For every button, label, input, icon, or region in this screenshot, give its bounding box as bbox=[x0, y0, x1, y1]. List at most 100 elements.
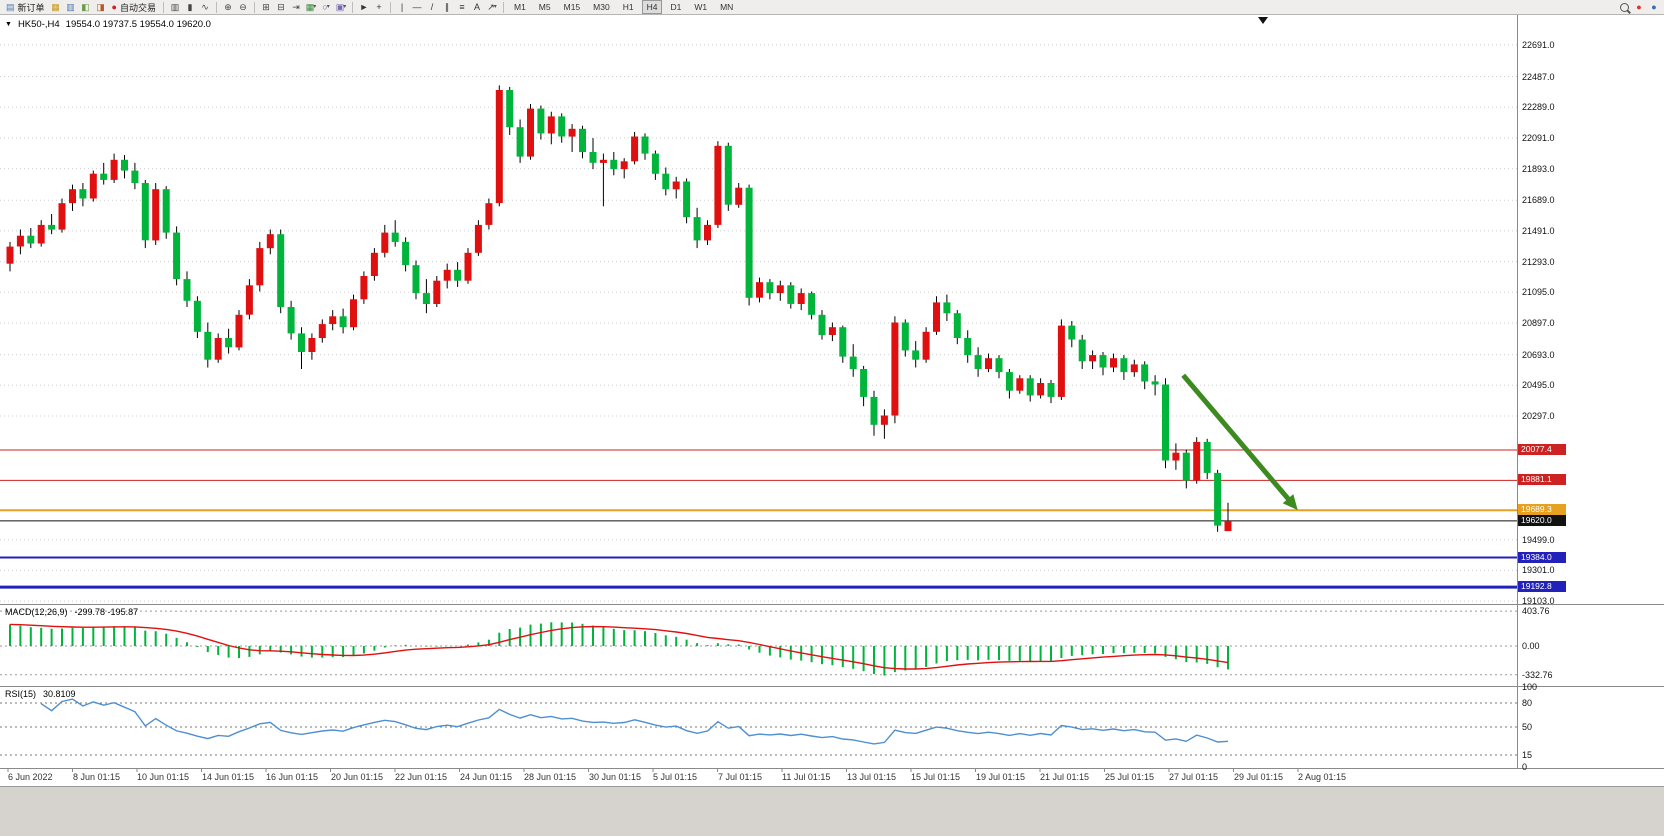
symbol-period-label: HK50-,H4 bbox=[17, 19, 60, 30]
price-label: 20897.0 bbox=[1522, 318, 1555, 328]
macd-scale-label: 0.00 bbox=[1522, 641, 1540, 651]
zoom-in-icon[interactable]: ⊕ bbox=[224, 1, 232, 12]
time-label: 13 Jul 01:15 bbox=[847, 772, 897, 782]
new-order-button[interactable]: ▤ 新订单 bbox=[6, 1, 45, 13]
crosshair-icon[interactable]: + bbox=[376, 1, 382, 12]
tile-windows-icon[interactable]: ⊞ bbox=[262, 1, 270, 12]
rsi-indicator-label: RSI(15) 30.8109 bbox=[5, 689, 76, 699]
community-icon[interactable]: ● bbox=[1651, 1, 1657, 12]
ohlc-values: 19554.0 19737.5 19554.0 19620.0 bbox=[65, 19, 211, 30]
profiles-icon[interactable]: ○ ▾ bbox=[322, 1, 330, 12]
snapshot-icon[interactable]: ▣ ▾ bbox=[335, 1, 347, 12]
dropdown-caret-icon: ▾ bbox=[493, 3, 497, 10]
price-level-badge: 19689.3 bbox=[1518, 504, 1566, 515]
trendline-icon[interactable]: / bbox=[430, 1, 434, 12]
time-label: 21 Jul 01:15 bbox=[1040, 772, 1090, 782]
macd-histogram bbox=[9, 622, 1229, 676]
dropdown-caret-icon: ▾ bbox=[343, 3, 347, 10]
trend-arrow[interactable] bbox=[1181, 373, 1298, 511]
time-label: 6 Jun 2022 bbox=[8, 772, 53, 782]
rsi-scale-label: 100 bbox=[1522, 682, 1538, 692]
price-label: 22289.0 bbox=[1522, 102, 1555, 112]
price-label: 22487.0 bbox=[1522, 72, 1555, 82]
chart-title: ▼ HK50-,H4 19554.0 19737.5 19554.0 19620… bbox=[5, 19, 211, 30]
new-order-button-icon: ▤ bbox=[6, 1, 15, 12]
rsi-scale-label: 0 bbox=[1522, 762, 1528, 772]
price-label: 21893.0 bbox=[1522, 164, 1555, 174]
timeframe-mn-button[interactable]: MN bbox=[720, 2, 734, 12]
rsi-scale-label: 50 bbox=[1522, 722, 1533, 732]
toolbar-separator bbox=[162, 1, 164, 13]
price-label: 22091.0 bbox=[1522, 133, 1555, 143]
time-axis[interactable]: 6 Jun 2022 8 Jun 01:15 10 Jun 01:15 14 Jun … bbox=[0, 769, 1517, 786]
toolbar-separator bbox=[253, 1, 255, 13]
text-label-icon[interactable]: A bbox=[473, 1, 480, 12]
chart-window-icon[interactable]: ▦ bbox=[51, 1, 60, 12]
toolbar-separator bbox=[502, 1, 504, 13]
zoom-out-icon[interactable]: ⊖ bbox=[239, 1, 247, 12]
line-chart-icon[interactable]: ∿ bbox=[201, 1, 209, 12]
price-label: 22691.0 bbox=[1522, 40, 1555, 50]
rsi-scale-label: 80 bbox=[1522, 698, 1533, 708]
time-label: 5 Jul 01:15 bbox=[653, 772, 698, 782]
timeframe-m15-button[interactable]: M15 bbox=[563, 2, 581, 12]
candlestick-chart-icon[interactable]: ▮ bbox=[187, 1, 193, 12]
price-label: 19301.0 bbox=[1522, 565, 1555, 575]
timeframe-h1-button[interactable]: H1 bbox=[622, 2, 634, 12]
macd-name: MACD(12,26,9) bbox=[5, 607, 68, 617]
price-level-badge: 19881.1 bbox=[1518, 474, 1566, 485]
timeframe-m30-button[interactable]: M30 bbox=[593, 2, 610, 12]
toolbar-separator bbox=[215, 1, 217, 13]
bar-chart-icon[interactable]: ▥ bbox=[170, 1, 180, 12]
new-chart-icon[interactable]: ▦ ▾ bbox=[305, 1, 317, 12]
timeframe-w1-button[interactable]: W1 bbox=[694, 2, 708, 12]
time-label: 27 Jul 01:15 bbox=[1169, 772, 1219, 782]
price-label: 19103.0 bbox=[1522, 596, 1555, 606]
notification-icon[interactable]: ● bbox=[1636, 1, 1642, 12]
time-label: 14 Jun 01:15 bbox=[202, 772, 255, 782]
macd-scale-label: 403.76 bbox=[1522, 606, 1550, 616]
time-label: 22 Jun 01:15 bbox=[395, 772, 448, 782]
auto-arrange-icon[interactable]: ⊟ bbox=[277, 1, 285, 12]
time-label: 10 Jun 01:15 bbox=[137, 772, 190, 782]
time-label: 24 Jun 01:15 bbox=[460, 772, 513, 782]
fibonacci-icon[interactable]: ≡ bbox=[459, 1, 465, 12]
chart-shift-marker[interactable] bbox=[1258, 17, 1268, 24]
price-level-badge: 19192.8 bbox=[1518, 581, 1566, 592]
price-level-badge: 20077.4 bbox=[1518, 444, 1566, 455]
horizontal-line-icon[interactable]: — bbox=[412, 1, 422, 12]
autotrading-button[interactable]: ● 自动交易 bbox=[111, 1, 156, 13]
price-label: 21689.0 bbox=[1522, 195, 1555, 205]
price-label: 21095.0 bbox=[1522, 287, 1555, 297]
time-label: 19 Jul 01:15 bbox=[976, 772, 1026, 782]
timeframe-m1-button[interactable]: M1 bbox=[513, 2, 526, 12]
arrows-tool-icon[interactable]: ↗ ▾ bbox=[487, 1, 497, 12]
collapse-arrow-icon[interactable]: ▼ bbox=[5, 21, 12, 28]
price-label: 21293.0 bbox=[1522, 257, 1555, 267]
dropdown-caret-icon: ▾ bbox=[313, 3, 317, 10]
timeframe-h4-button[interactable]: H4 bbox=[641, 0, 663, 14]
search-icon[interactable] bbox=[1617, 1, 1631, 14]
toolbar-separator bbox=[389, 1, 391, 13]
time-label: 8 Jun 01:15 bbox=[73, 772, 121, 782]
time-label: 16 Jun 01:15 bbox=[266, 772, 319, 782]
vertical-line-icon[interactable]: | bbox=[400, 1, 404, 12]
navigator-icon[interactable]: ◧ bbox=[81, 1, 90, 12]
price-level-badge: 19384.0 bbox=[1518, 552, 1566, 563]
macd-signal-line bbox=[9, 623, 1229, 670]
equidistant-channel-icon[interactable]: ∥ bbox=[444, 1, 450, 12]
macd-indicator-label: MACD(12,26,9) -299.78 -195.87 bbox=[5, 607, 138, 617]
price-axis[interactable]: 22691.0 22487.0 22289.0 22091.0 21893.0 21689… bbox=[1517, 0, 1664, 772]
cursor-icon[interactable]: ► bbox=[359, 1, 369, 12]
top-toolbar: ▤ 新订单 ▦ ▥ ◧ ◨ ● 自动交易 ▥ ▮ ∿ ⊕ ⊖ ⊞ ⊟ ⇥ ▦ ▾ ○ ▾ ▣ ▾ ► + | — / ∥ ≡ A ↗ ▾ M1 M… bbox=[0, 0, 1664, 15]
terminal-icon[interactable]: ◨ bbox=[96, 1, 105, 12]
time-label: 30 Jun 01:15 bbox=[589, 772, 642, 782]
chart-shift-icon[interactable]: ⇥ bbox=[292, 1, 300, 12]
timeframe-m5-button[interactable]: M5 bbox=[538, 2, 551, 12]
timeframe-d1-button[interactable]: D1 bbox=[670, 2, 682, 12]
market-watch-icon[interactable]: ▥ bbox=[66, 1, 75, 12]
time-label: 11 Jul 01:15 bbox=[782, 772, 831, 782]
rsi-value: 30.8109 bbox=[43, 689, 76, 699]
